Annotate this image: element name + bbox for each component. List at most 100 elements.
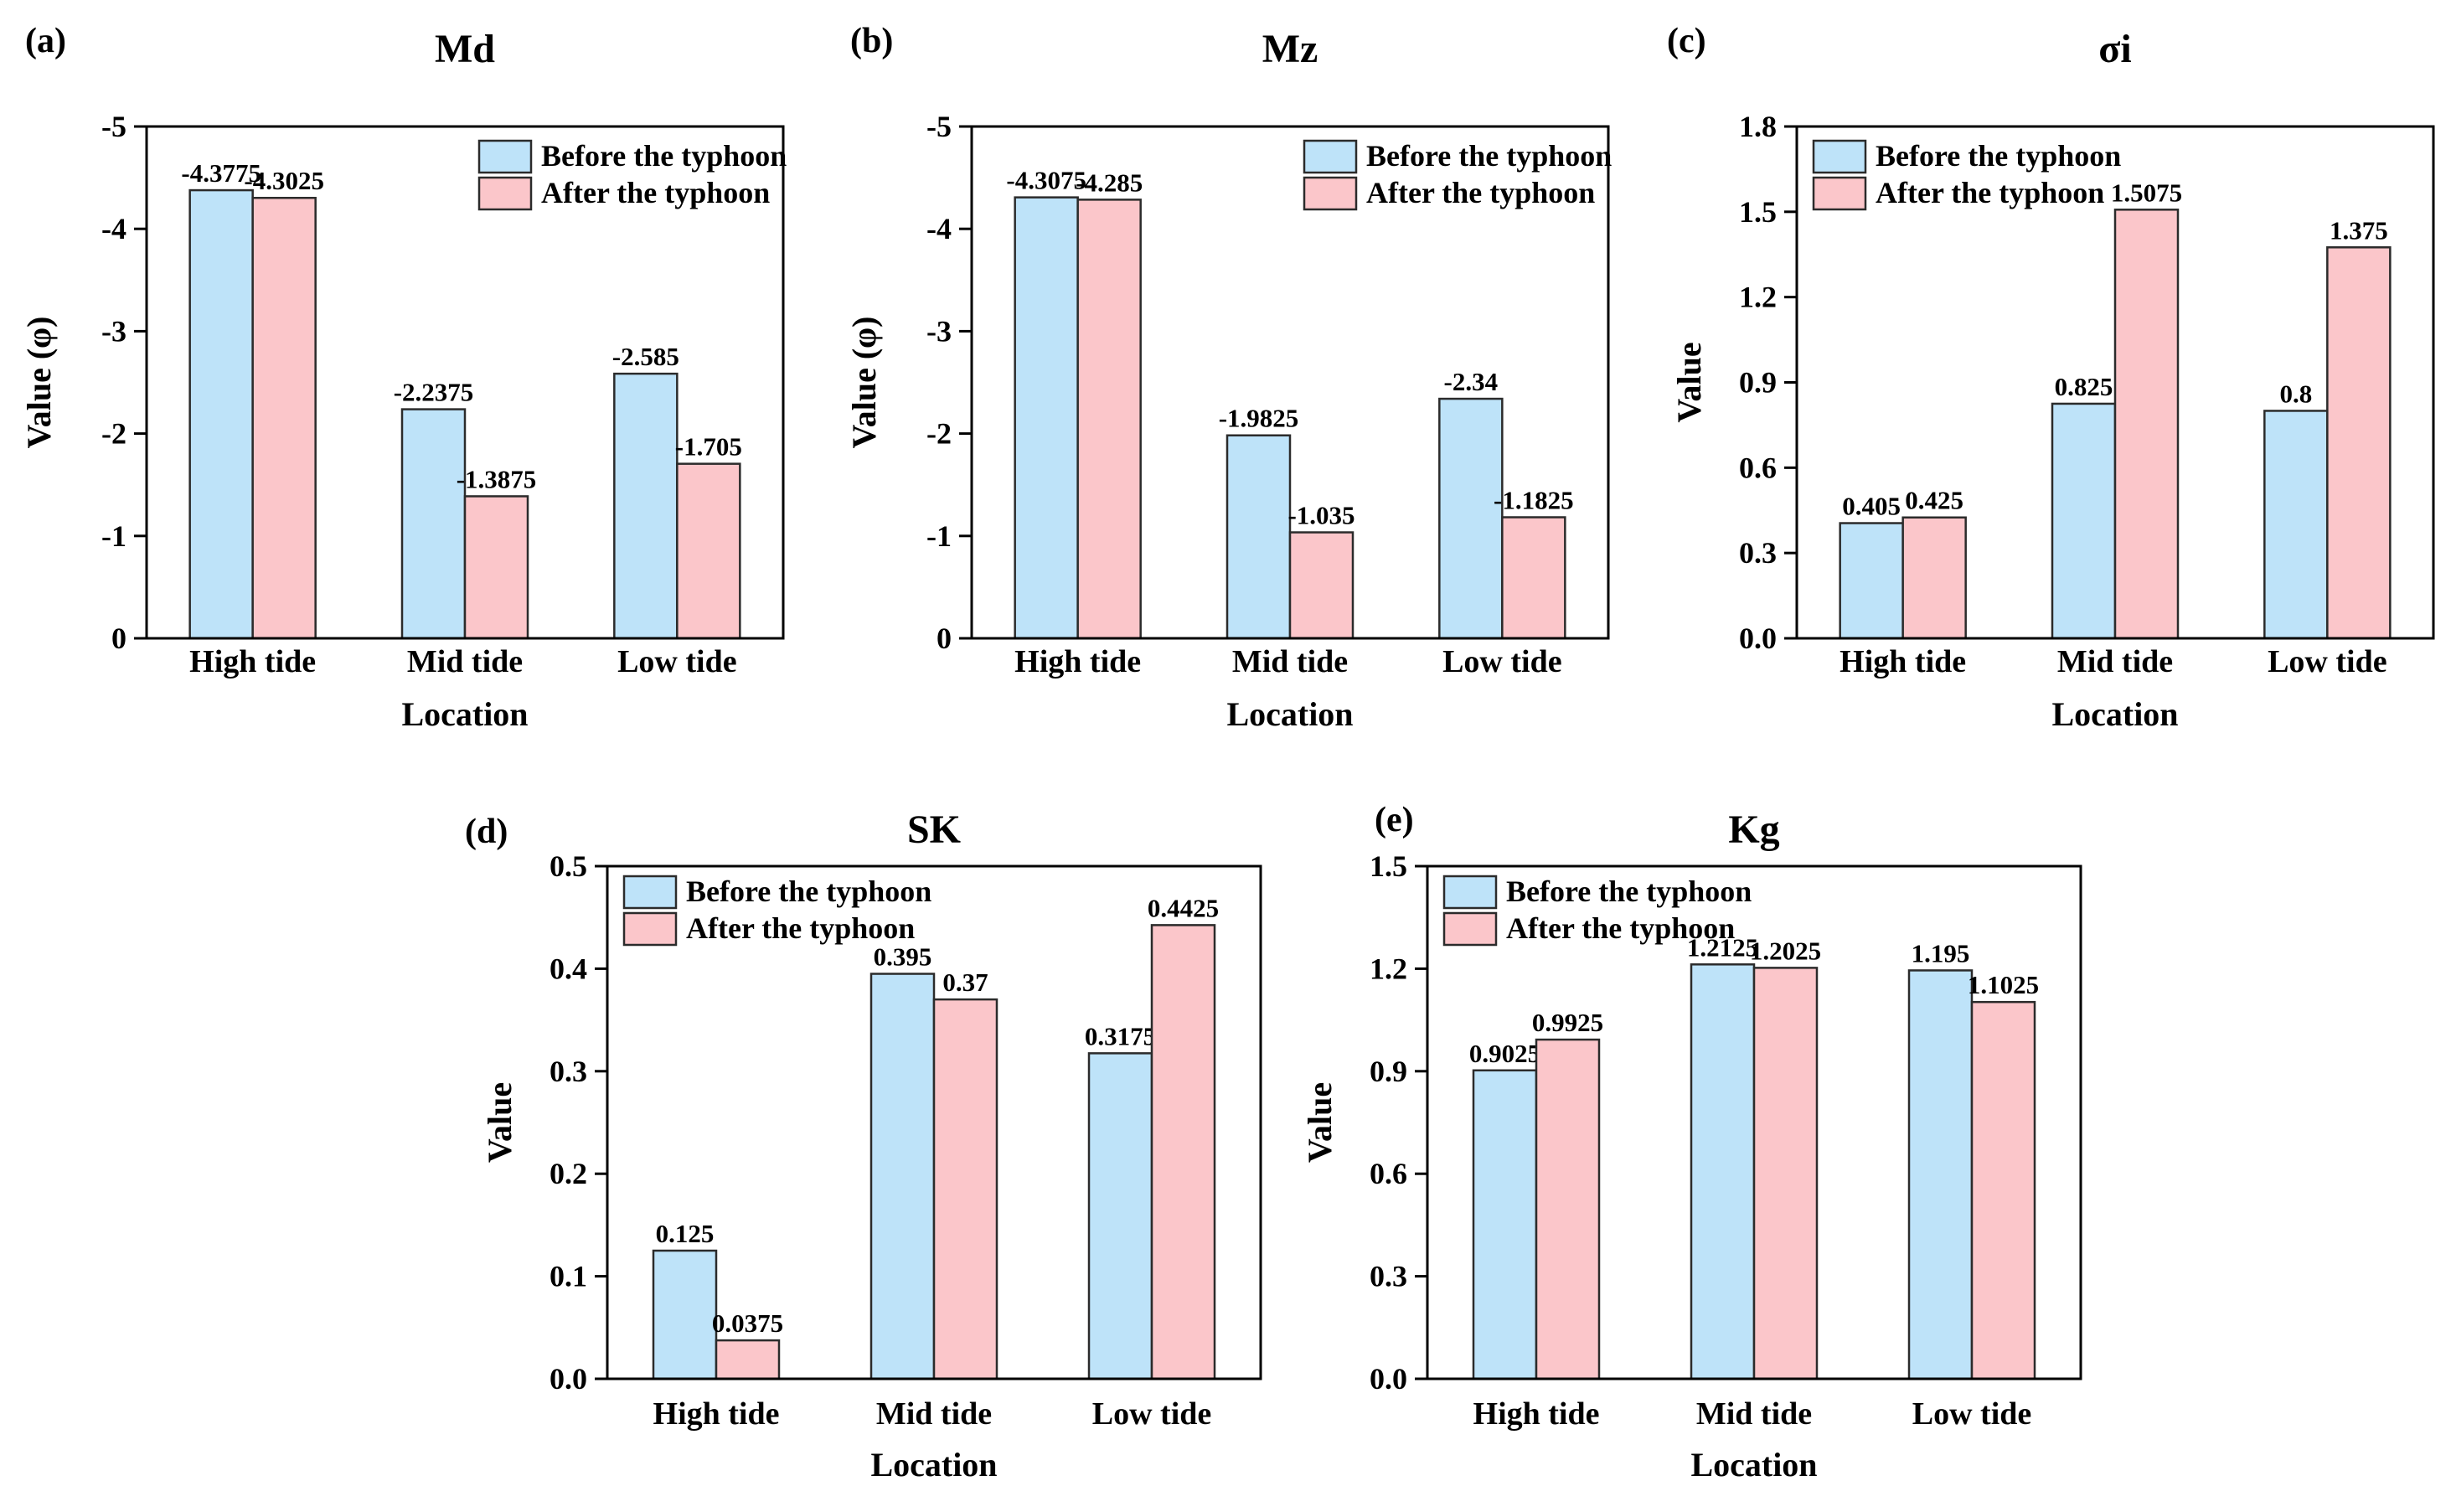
x-tick-label: High tide — [1840, 644, 1966, 679]
y-tick-label: 0.9 — [1739, 366, 1777, 400]
x-tick-label: Mid tide — [2057, 644, 2173, 679]
bar-value-label: 0.37 — [942, 968, 988, 997]
bar-after-low-tide — [1501, 516, 1566, 640]
y-axis-label: Value — [1670, 342, 1708, 422]
bar-value-label: -4.285 — [1076, 168, 1143, 197]
x-axis-label: Location — [870, 1446, 997, 1484]
y-tick-label: 0.3 — [550, 1055, 587, 1088]
bar-value-label: -4.3075 — [1006, 166, 1086, 195]
panel-label: (d) — [465, 813, 508, 851]
legend-label: Before the typhoon — [541, 139, 787, 173]
bar-before-high-tide — [188, 188, 254, 640]
bar-before-mid-tide — [400, 408, 467, 640]
bar-after-mid-tide — [1288, 531, 1354, 640]
y-axis-label: Value (φ) — [845, 317, 883, 449]
y-tick-label: -5 — [101, 110, 126, 143]
y-tick-label: -3 — [926, 314, 952, 348]
x-axis-label: Location — [1226, 695, 1353, 733]
legend-label: Before the typhoon — [1506, 875, 1752, 908]
y-tick-label: 0.5 — [550, 849, 587, 883]
y-tick-label: -1 — [926, 519, 952, 553]
chart-title: SK — [907, 808, 961, 852]
bar-after-mid-tide — [932, 998, 998, 1380]
y-tick-label: 0.0 — [1739, 622, 1777, 655]
x-axis-label: Location — [2051, 695, 2178, 733]
bar-value-label: -2.2375 — [394, 378, 474, 407]
bar-after-low-tide — [2326, 246, 2392, 640]
x-tick-label: Mid tide — [407, 644, 523, 679]
x-tick-label: Mid tide — [1232, 644, 1348, 679]
bar-before-low-tide — [2263, 410, 2329, 640]
bar-value-label: 1.375 — [2330, 215, 2388, 245]
plot-frame — [606, 864, 1262, 1380]
bar-value-label: -1.1825 — [1494, 485, 1574, 514]
bar-value-label: 0.9025 — [1469, 1039, 1540, 1068]
legend-label: After the typhoon — [1876, 176, 2104, 209]
bar-after-high-tide — [251, 196, 317, 640]
y-tick-label: 1.8 — [1739, 110, 1777, 143]
chart-title: Kg — [1728, 808, 1779, 852]
y-tick-label: 0.1 — [550, 1260, 587, 1293]
bar-value-label: 0.125 — [656, 1219, 715, 1248]
y-tick-label: 1.5 — [1370, 849, 1407, 883]
bar-after-high-tide — [1076, 199, 1142, 640]
y-tick-label: 1.2 — [1370, 952, 1407, 985]
bar-before-low-tide — [613, 372, 679, 640]
x-tick-label: High tide — [1473, 1396, 1600, 1432]
bar-value-label: 0.825 — [2055, 372, 2113, 401]
legend-swatch-before — [1442, 875, 1498, 910]
bar-before-mid-tide — [869, 973, 936, 1380]
bar-value-label: -1.9825 — [1219, 404, 1299, 433]
bar-value-label: -4.3025 — [244, 166, 324, 195]
chart-title: Md — [435, 27, 495, 71]
y-tick-label: -1 — [101, 519, 126, 553]
plot-frame — [970, 125, 1610, 640]
bar-value-label: -4.3775 — [181, 158, 261, 188]
y-tick-label: -2 — [101, 417, 126, 451]
bar-value-label: -2.34 — [1444, 367, 1499, 396]
bar-value-label: 0.3175 — [1085, 1021, 1156, 1050]
bar-after-low-tide — [676, 462, 741, 640]
chart-title: Mz — [1262, 27, 1318, 71]
bar-value-label: 1.195 — [1912, 938, 1970, 968]
bar-before-high-tide — [652, 1249, 718, 1380]
legend-label: Before the typhoon — [686, 875, 931, 908]
bar-before-high-tide — [1839, 522, 1904, 640]
chart-panel-kg: (e) Kg 0.9025 0.9925 High tide 1.2125 1.2025 Mi… — [1281, 779, 2106, 1512]
y-tick-label: 0 — [111, 622, 126, 655]
y-axis-label: Value (φ) — [20, 317, 58, 449]
panel-label: (a) — [25, 22, 66, 60]
legend-swatch-before — [1303, 139, 1358, 174]
x-axis-label: Location — [1690, 1446, 1817, 1484]
bar-before-high-tide — [1014, 196, 1079, 640]
x-tick-label: Low tide — [2268, 644, 2387, 679]
legend-label: Before the typhoon — [1876, 139, 2121, 173]
legend-swatch-after — [1812, 176, 1867, 211]
bar-before-low-tide — [1438, 397, 1504, 640]
bar-value-label: -2.585 — [612, 342, 679, 371]
bar-before-low-tide — [1907, 969, 1974, 1380]
x-tick-label: High tide — [1014, 644, 1141, 679]
chart-panel-sigma-i: (c) σi 0.405 0.425 High tide 0.825 1.5075 Mid t… — [1650, 0, 2451, 783]
y-tick-label: 0.4 — [550, 952, 587, 985]
x-axis-label: Location — [401, 695, 528, 733]
bar-value-label: 1.1025 — [1968, 970, 2039, 999]
bar-value-label: -1.3875 — [457, 464, 537, 493]
y-tick-label: -5 — [926, 110, 952, 143]
y-tick-label: 0.9 — [1370, 1055, 1407, 1088]
panel-label: (e) — [1375, 801, 1414, 839]
bar-value-label: 0.0375 — [712, 1308, 783, 1338]
legend-swatch-after — [1442, 911, 1498, 947]
bar-before-high-tide — [1472, 1069, 1538, 1380]
y-tick-label: 0.3 — [1370, 1260, 1407, 1293]
chart-svg: (a) Md -4.3775-4.3025 High tide -2.2375 -1.38… — [20, 22, 787, 733]
panel-label: (c) — [1667, 22, 1706, 60]
plot-frame — [1795, 125, 2435, 640]
bar-value-label: -1.705 — [675, 432, 742, 462]
chart-svg: (c) σi 0.405 0.425 High tide 0.825 1.5075 Mid t… — [1667, 22, 2435, 733]
y-tick-label: 1.2 — [1739, 281, 1777, 314]
y-tick-label: -4 — [926, 212, 952, 245]
y-tick-label: 0.2 — [550, 1157, 587, 1190]
